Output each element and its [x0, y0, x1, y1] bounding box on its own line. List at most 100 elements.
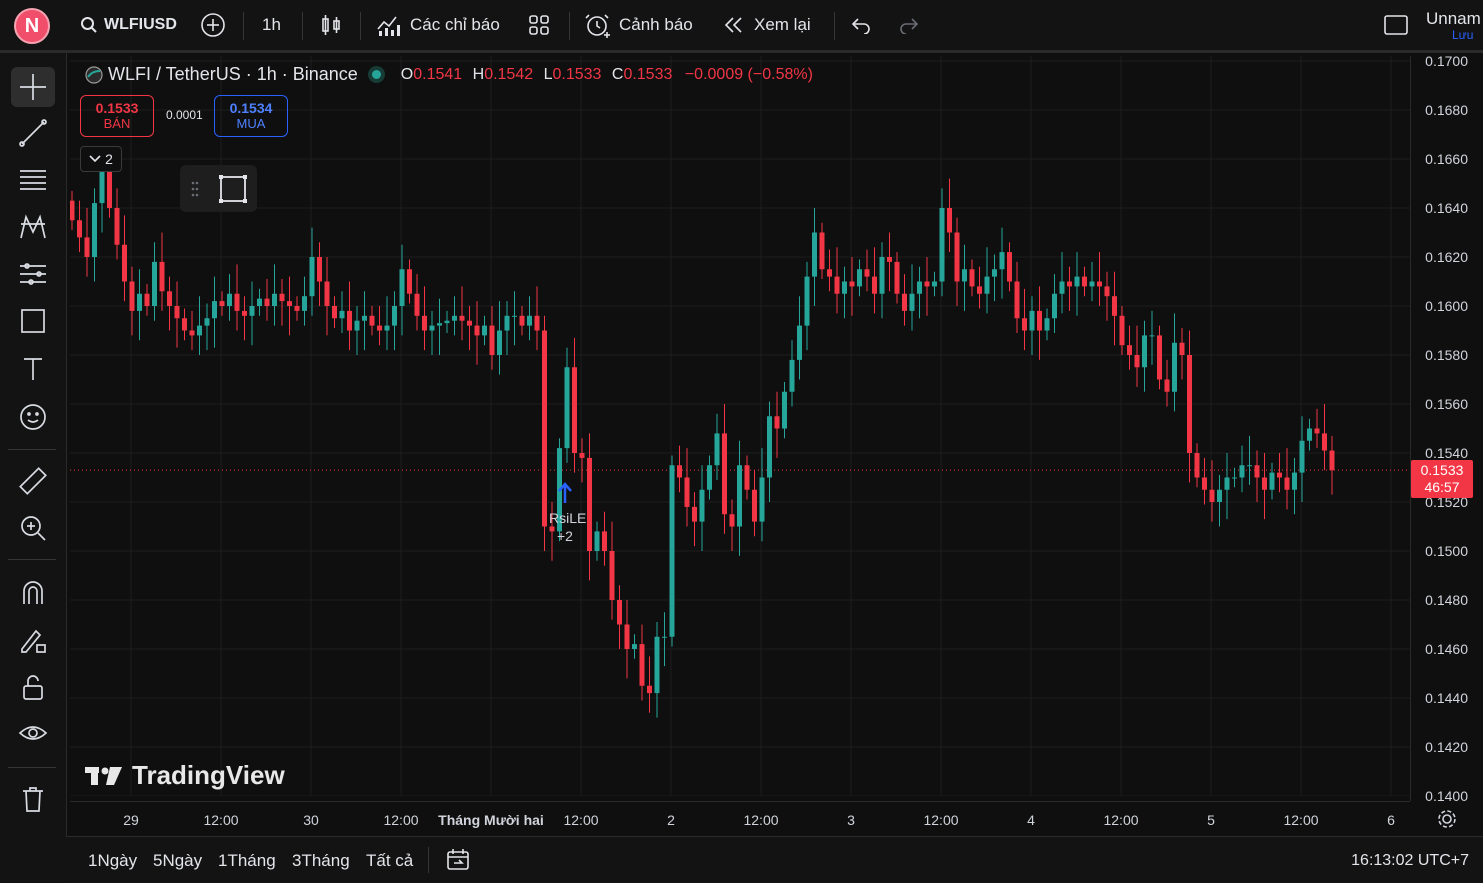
- measure-tool[interactable]: [11, 461, 55, 501]
- signal-label[interactable]: RsiLE: [549, 510, 587, 526]
- indicators-collapse-button[interactable]: 2: [80, 146, 122, 172]
- candle-body: [197, 325, 202, 336]
- candle-body: [302, 296, 307, 311]
- symbol-search-button[interactable]: WLFIUSD: [80, 0, 177, 50]
- pattern-tool[interactable]: [11, 207, 55, 247]
- range-button[interactable]: 1Tháng: [218, 851, 276, 870]
- candle-body: [137, 293, 142, 311]
- magnet-tool[interactable]: [11, 573, 55, 613]
- replay-button[interactable]: Xem lại: [722, 0, 811, 50]
- candle-body: [1232, 477, 1237, 479]
- candle-body: [677, 465, 682, 478]
- rectangle-icon: [21, 309, 45, 333]
- candle-body: [482, 325, 487, 336]
- time-axis-label: 3: [847, 812, 855, 828]
- candle-body: [467, 320, 472, 326]
- compare-symbol-button[interactable]: [200, 0, 226, 50]
- layout-toggle-button[interactable]: [1384, 0, 1408, 50]
- floating-drawing-toolbar: [180, 165, 257, 212]
- candle-body: [1097, 281, 1102, 287]
- trend-line-icon: [19, 119, 47, 147]
- axis-settings-button[interactable]: [1436, 808, 1458, 835]
- candle-body: [242, 310, 247, 316]
- alert-button[interactable]: Cảnh báo: [585, 0, 693, 50]
- undo-button[interactable]: [850, 0, 872, 50]
- range-button[interactable]: Tất cả: [366, 851, 414, 870]
- go-to-date-button[interactable]: [446, 848, 470, 877]
- drag-handle-icon[interactable]: [190, 180, 200, 198]
- candle-body: [639, 644, 645, 686]
- candle-body: [789, 359, 795, 392]
- candle-body: [1292, 472, 1297, 490]
- candle-body: [212, 301, 217, 319]
- select-rectangle-icon[interactable]: [218, 174, 248, 204]
- bar-countdown: 46:57: [1424, 479, 1460, 495]
- tradingview-watermark[interactable]: TradingView: [84, 760, 285, 791]
- remove-drawings-tool[interactable]: [11, 779, 55, 819]
- time-axis-label: 12:00: [743, 812, 779, 828]
- time-axis-label: 30: [303, 812, 319, 828]
- candle-body: [219, 301, 225, 306]
- candle-body: [1119, 315, 1125, 346]
- candle-body: [369, 315, 375, 326]
- templates-button[interactable]: [528, 0, 550, 50]
- candle-body: [947, 208, 952, 233]
- candle-body: [812, 232, 817, 277]
- candle-body: [647, 685, 652, 694]
- lock-drawings-tool[interactable]: [11, 667, 55, 707]
- range-button[interactable]: 3Tháng: [292, 851, 350, 870]
- save-link[interactable]: Lưu: [1452, 28, 1474, 42]
- candle-body: [1329, 450, 1335, 471]
- range-button[interactable]: 1Ngày: [88, 851, 138, 870]
- symbol-title[interactable]: WLFI / TetherUS · 1h · Binance: [108, 64, 358, 84]
- user-avatar[interactable]: N: [14, 8, 50, 44]
- time-axis-label: 12:00: [1283, 812, 1319, 828]
- redo-button[interactable]: [898, 0, 920, 50]
- text-icon: [24, 358, 42, 380]
- alarm-clock-icon: [585, 14, 610, 38]
- clock-timezone[interactable]: 16:13:02 UTC+7: [1351, 852, 1469, 869]
- layout-name[interactable]: Unnam: [1426, 9, 1481, 28]
- shape-tool[interactable]: [11, 301, 55, 341]
- candle-body: [279, 293, 285, 302]
- sell-button[interactable]: 0.1533 BÁN: [80, 95, 154, 137]
- candle-body: [377, 325, 382, 331]
- range-button[interactable]: 5Ngày: [153, 851, 203, 870]
- symbol-label: WLFIUSD: [104, 16, 177, 33]
- price-axis-label: 0.1420: [1425, 739, 1468, 755]
- candle-body: [819, 232, 825, 270]
- price-axis-label: 0.1400: [1425, 788, 1468, 804]
- buy-button[interactable]: 0.1534 MUA: [214, 95, 288, 137]
- candle-body: [842, 281, 847, 294]
- trend-line-tool[interactable]: [11, 113, 55, 153]
- emoji-tool[interactable]: [11, 397, 55, 437]
- candle-body: [152, 261, 157, 306]
- time-axis[interactable]: 29 12:00 30 12:00 Tháng Mười hai 12:00 2 12:00 3…: [70, 801, 1410, 836]
- text-tool[interactable]: [11, 349, 55, 389]
- time-axis-label: 29: [123, 812, 139, 828]
- redo-icon: [900, 18, 919, 34]
- signal-more[interactable]: +2: [557, 528, 573, 544]
- crosshair-tool[interactable]: [11, 67, 55, 107]
- price-axis[interactable]: 0.1700 0.1680 0.1660 0.1640 0.1620 0.1600 0.15…: [1410, 53, 1483, 804]
- last-price: 0.1533: [1420, 462, 1464, 478]
- candle-body: [707, 465, 712, 490]
- chevron-down-icon: [89, 155, 101, 163]
- candle-body: [1224, 477, 1230, 490]
- chart-type-button[interactable]: [320, 0, 342, 50]
- forecast-tool[interactable]: [11, 254, 55, 294]
- stay-drawing-tool[interactable]: [11, 620, 55, 660]
- fib-tool[interactable]: [11, 160, 55, 200]
- candle-body: [1052, 293, 1057, 319]
- candle-body: [564, 367, 570, 449]
- candle-body: [429, 325, 435, 331]
- candle-body: [579, 453, 585, 458]
- indicators-button[interactable]: Các chỉ báo: [376, 0, 500, 50]
- candle-body: [459, 315, 465, 321]
- zoom-in-tool[interactable]: [11, 508, 55, 548]
- chart-pane[interactable]: [70, 56, 1410, 796]
- interval-button[interactable]: 1h: [262, 0, 281, 50]
- candle-body: [339, 310, 345, 319]
- hide-drawings-tool[interactable]: [11, 714, 55, 754]
- price-axis-label: 0.1540: [1425, 445, 1468, 461]
